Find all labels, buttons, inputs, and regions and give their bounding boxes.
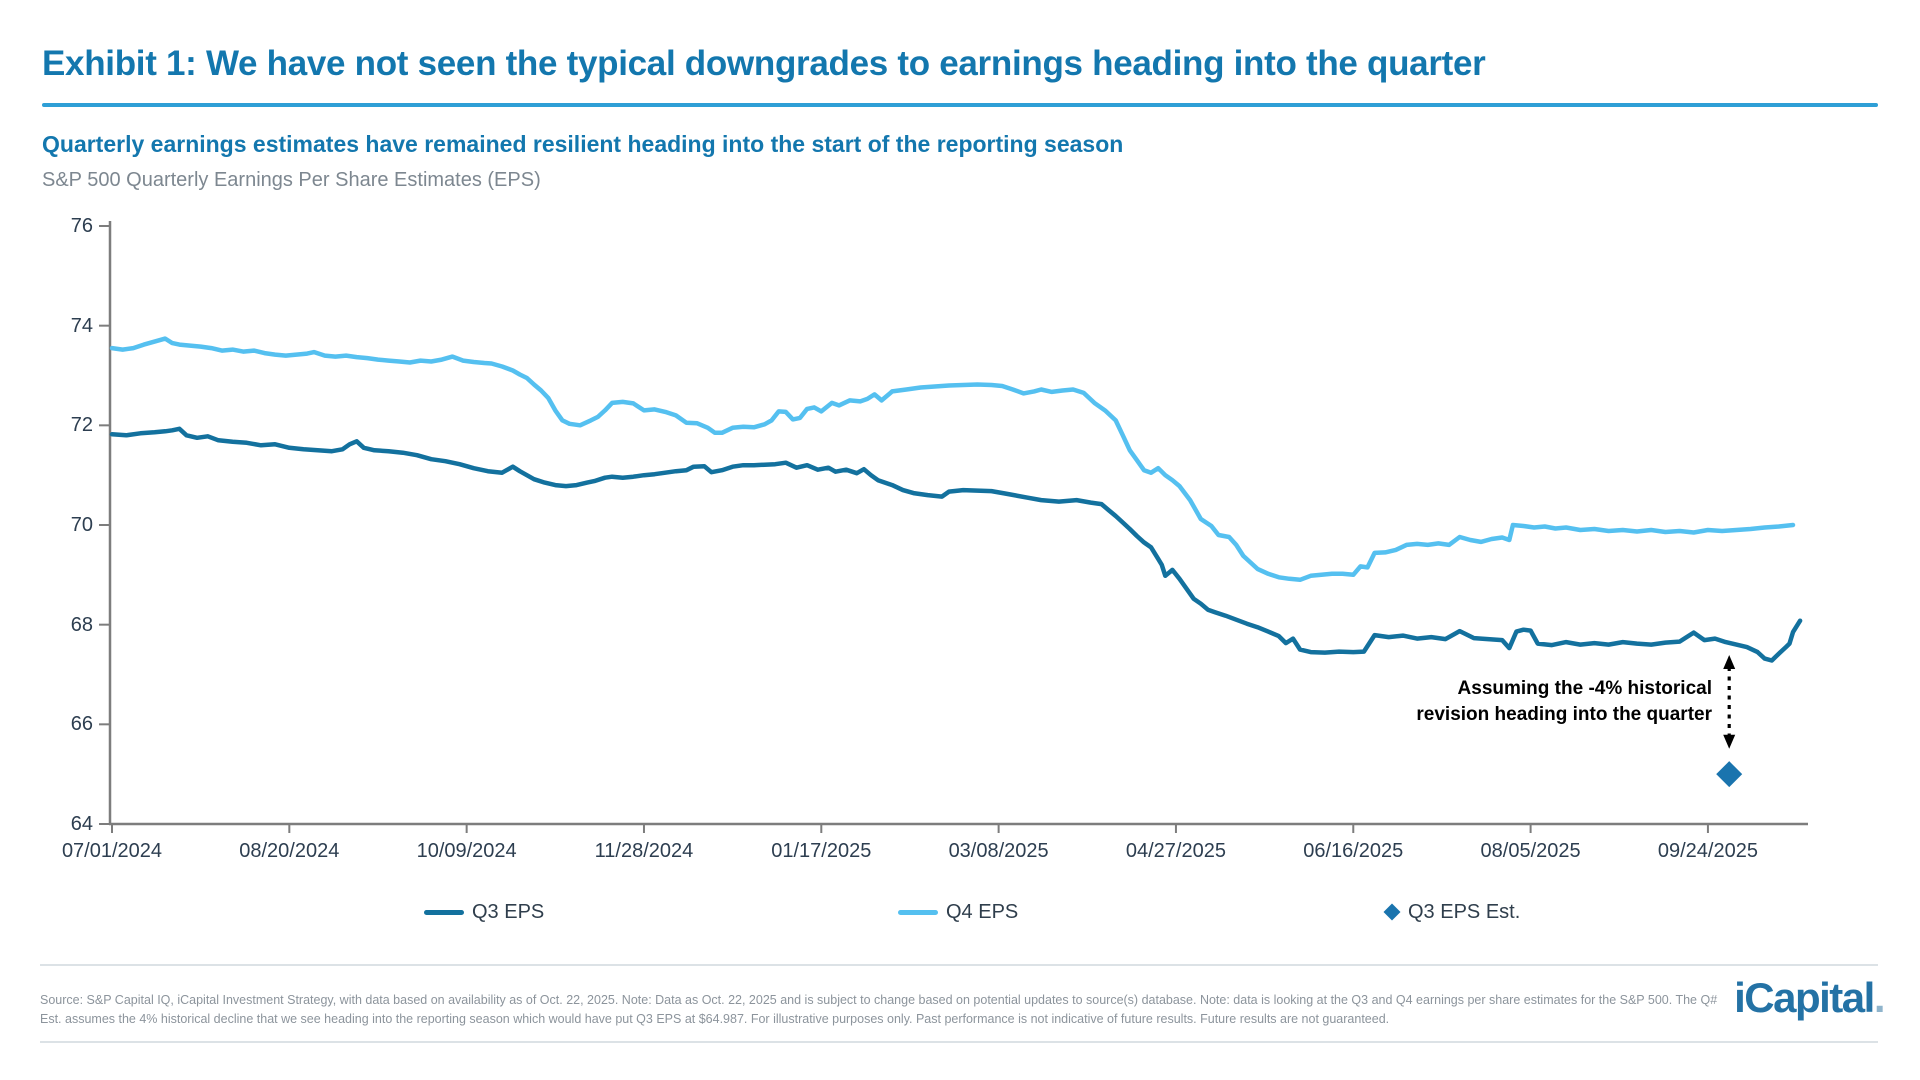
icapital-logo-text: iCapital [1734, 974, 1875, 1021]
x-tick-label: 10/09/2024 [416, 840, 517, 862]
y-tick-label: 64 [70, 813, 93, 835]
source-note: Source: S&P Capital IQ, iCapital Investm… [40, 991, 1717, 1029]
y-tick-label: 74 [70, 314, 93, 337]
chart-axis-caption: S&P 500 Quarterly Earnings Per Share Est… [42, 169, 541, 191]
q4-line-swatch-icon [898, 909, 938, 915]
source-note-line1: Source: S&P Capital IQ, iCapital Investm… [40, 993, 1718, 1007]
q3-est-marker [1716, 761, 1743, 788]
legend-label-q3: Q3 EPS [472, 900, 545, 923]
revision-arrow [1723, 655, 1736, 749]
footer-top-divider [40, 964, 1878, 966]
diamond-marker-icon [1383, 903, 1401, 921]
title-underline-rule [42, 103, 1878, 107]
x-tick-label: 08/20/2024 [239, 840, 340, 862]
legend-item-q3-eps: Q3 EPS [424, 899, 544, 925]
y-tick-label: 66 [70, 713, 93, 736]
q4-eps-line [109, 336, 1796, 583]
y-tick-label: 68 [70, 613, 93, 636]
legend-item-q3-est: Q3 EPS Est. [1383, 899, 1521, 925]
q3-line-swatch-icon [424, 909, 464, 915]
y-tick-label: 72 [70, 414, 93, 437]
footer-bottom-divider [40, 1041, 1878, 1043]
legend-item-q4-eps: Q4 EPS [898, 899, 1018, 925]
legend-label-q4: Q4 EPS [946, 900, 1019, 923]
icapital-logo: iCapital. [1734, 974, 1886, 1022]
x-tick-label: 03/08/2025 [948, 840, 1049, 862]
x-tick-label: 08/05/2025 [1480, 840, 1581, 862]
revision-annotation-line2: revision heading into the quarter [1416, 704, 1712, 725]
x-tick-label: 04/27/2025 [1125, 840, 1226, 862]
x-tick-label: 11/28/2024 [594, 840, 694, 862]
exhibit-title: Exhibit 1: We have not seen the typical … [42, 44, 1486, 83]
icapital-logo-dot: . [1873, 974, 1886, 1021]
x-tick-label: 01/17/2025 [771, 840, 872, 862]
x-tick-label: 07/01/2024 [61, 840, 163, 862]
legend-label-q3-est: Q3 EPS Est. [1408, 900, 1521, 923]
y-tick-label: 76 [70, 215, 93, 237]
q3-eps-line [109, 426, 1803, 663]
source-note-line2: Est. assumes the 4% historical decline t… [40, 1012, 1390, 1026]
chart-subtitle: Quarterly earnings estimates have remain… [42, 131, 1124, 157]
y-tick-label: 70 [70, 514, 93, 536]
revision-annotation-line1: Assuming the -4% historical [1457, 678, 1712, 699]
revision-annotation: Assuming the -4% historical revision hea… [1212, 676, 1712, 728]
x-tick-label: 06/16/2025 [1303, 840, 1404, 862]
x-tick-label: 09/24/2025 [1657, 840, 1758, 862]
